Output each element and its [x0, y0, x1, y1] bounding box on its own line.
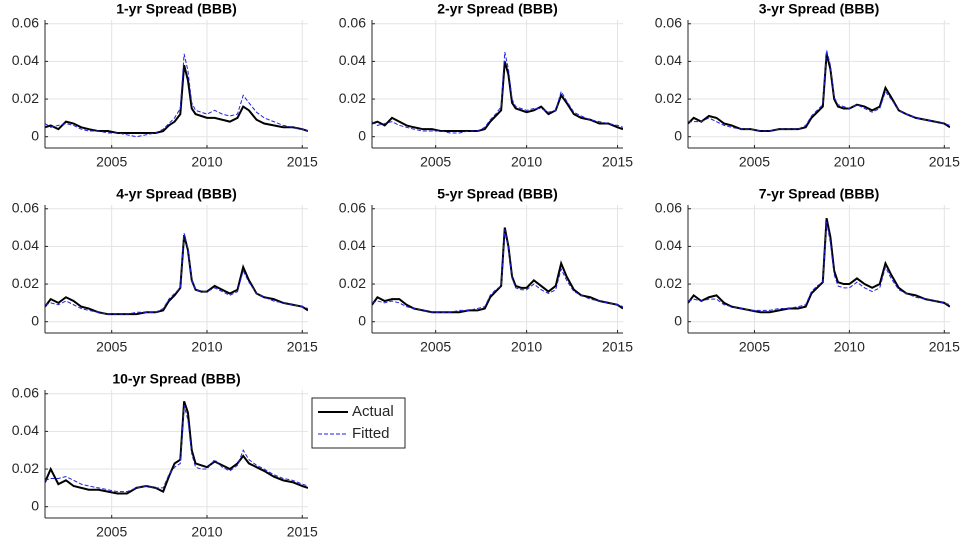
y-tick-label: 0.02 — [655, 275, 682, 291]
y-tick-label: 0.04 — [339, 237, 366, 253]
y-tick-label: 0.06 — [339, 14, 366, 30]
x-tick-label: 2005 — [420, 339, 451, 355]
x-tick-label: 2005 — [96, 524, 127, 540]
x-tick-label: 2010 — [191, 524, 222, 540]
plot-area — [45, 390, 308, 518]
y-tick-label: 0.04 — [339, 52, 366, 68]
series-line — [372, 229, 623, 313]
plot-area — [372, 205, 623, 333]
x-tick-label: 2015 — [287, 154, 318, 170]
plot-area — [45, 20, 308, 148]
series-line — [372, 51, 623, 134]
chart-title: 10-yr Spread (BBB) — [112, 371, 240, 387]
y-tick-label: 0.02 — [12, 460, 39, 476]
y-tick-label: 0.06 — [12, 199, 39, 215]
x-tick-label: 2010 — [191, 154, 222, 170]
chart-title: 1-yr Spread (BBB) — [116, 1, 237, 17]
x-tick-label: 2015 — [602, 154, 633, 170]
chart-title: 2-yr Spread (BBB) — [437, 1, 558, 17]
plot-area — [688, 205, 950, 333]
series-line — [688, 217, 950, 314]
y-tick-label: 0 — [358, 312, 366, 328]
chart-title: 7-yr Spread (BBB) — [759, 186, 880, 202]
y-tick-label: 0.02 — [12, 90, 39, 106]
x-tick-label: 2005 — [96, 339, 127, 355]
series-line — [45, 53, 308, 138]
x-tick-label: 2015 — [929, 339, 960, 355]
y-tick-label: 0.04 — [655, 237, 682, 253]
y-tick-label: 0.02 — [655, 90, 682, 106]
y-tick-label: 0 — [31, 497, 39, 513]
legend-label: Fitted — [352, 425, 390, 442]
y-tick-label: 0 — [358, 127, 366, 143]
y-tick-label: 0.04 — [12, 237, 39, 253]
y-tick-label: 0.06 — [655, 199, 682, 215]
x-tick-label: 2015 — [287, 524, 318, 540]
x-tick-label: 2015 — [602, 339, 633, 355]
plot-area — [45, 205, 308, 333]
y-tick-label: 0 — [31, 312, 39, 328]
y-tick-label: 0.06 — [655, 14, 682, 30]
legend-box — [311, 397, 406, 449]
y-tick-label: 0 — [674, 312, 682, 328]
chart-title: 5-yr Spread (BBB) — [437, 186, 558, 202]
series-line — [372, 61, 623, 133]
x-tick-label: 2015 — [287, 339, 318, 355]
x-tick-label: 2015 — [929, 154, 960, 170]
y-tick-label: 0.06 — [339, 199, 366, 215]
y-tick-label: 0.06 — [12, 14, 39, 30]
series-line — [688, 221, 950, 311]
plot-area — [688, 20, 950, 148]
series-line — [45, 400, 308, 495]
y-tick-label: 0.04 — [12, 52, 39, 68]
x-tick-label: 2005 — [739, 154, 770, 170]
y-tick-label: 0.06 — [12, 384, 39, 400]
chart-title: 4-yr Spread (BBB) — [116, 186, 237, 202]
series-line — [45, 233, 308, 315]
x-tick-label: 2010 — [511, 154, 542, 170]
y-tick-label: 0.02 — [339, 90, 366, 106]
y-tick-label: 0.04 — [12, 422, 39, 438]
chart-title: 3-yr Spread (BBB) — [759, 1, 880, 17]
y-tick-label: 0 — [674, 127, 682, 143]
x-tick-label: 2010 — [834, 154, 865, 170]
y-tick-label: 0.04 — [655, 52, 682, 68]
legend-label: Actual — [352, 403, 394, 420]
plot-area — [372, 20, 623, 148]
x-tick-label: 2010 — [511, 339, 542, 355]
y-tick-label: 0.02 — [12, 275, 39, 291]
x-tick-label: 2005 — [420, 154, 451, 170]
series-line — [45, 64, 308, 134]
y-tick-label: 0 — [31, 127, 39, 143]
x-tick-label: 2010 — [834, 339, 865, 355]
x-tick-label: 2005 — [739, 339, 770, 355]
series-line — [45, 404, 308, 493]
y-tick-label: 0.02 — [339, 275, 366, 291]
x-tick-label: 2005 — [96, 154, 127, 170]
x-tick-label: 2010 — [191, 339, 222, 355]
